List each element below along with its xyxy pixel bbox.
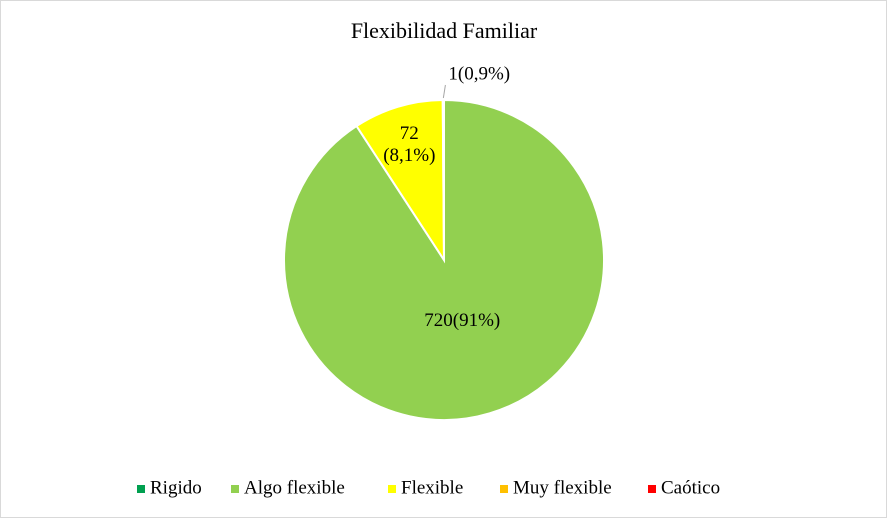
legend-label: Flexible xyxy=(401,477,463,498)
chart-title: Flexibilidad Familiar xyxy=(351,18,538,43)
legend-swatch xyxy=(137,485,145,493)
legend-label: Muy flexible xyxy=(513,477,612,498)
pie-slice xyxy=(441,98,445,261)
pie-slice xyxy=(355,98,446,264)
data-label: 1(0,9%) xyxy=(448,63,510,84)
legend-swatch xyxy=(231,485,239,493)
legend-label: Algo flexible xyxy=(244,477,345,498)
data-label: 720(91%) xyxy=(424,310,501,332)
legend-label: Caótico xyxy=(661,477,720,498)
legend-swatch xyxy=(500,485,508,493)
legend-label: Rigido xyxy=(150,477,202,498)
legend-swatch xyxy=(648,485,656,493)
leader-line xyxy=(442,84,446,99)
legend-swatch xyxy=(388,485,396,493)
data-label: 72 (8,1%) xyxy=(383,123,436,167)
